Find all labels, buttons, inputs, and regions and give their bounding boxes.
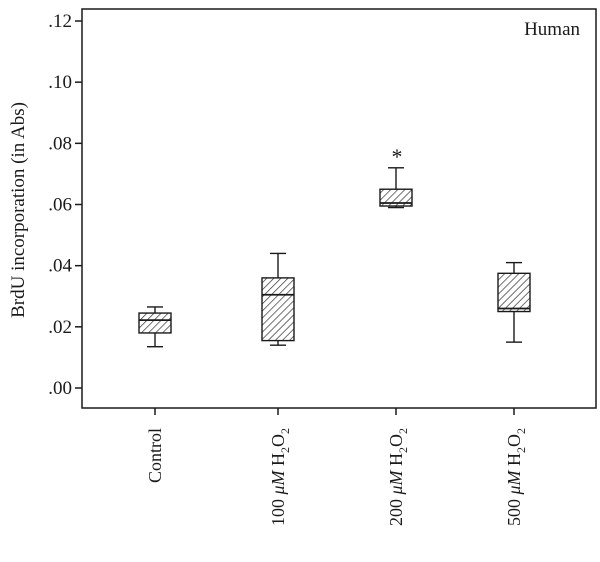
- y-tick-label: .12: [48, 11, 72, 32]
- unit-prefix: μM: [386, 469, 406, 495]
- category-label: 500 μM H2O2: [504, 428, 528, 526]
- species-label: Human: [524, 19, 580, 40]
- y-tick-label: .10: [48, 72, 72, 93]
- label-part: H: [504, 453, 524, 471]
- y-axis-label: BrdU incorporation (in Abs): [8, 102, 29, 318]
- y-tick-label: .08: [48, 133, 72, 154]
- subscript-digit: 2: [396, 447, 410, 453]
- subscript-digit: 2: [278, 447, 292, 453]
- label-part: 500: [504, 495, 524, 527]
- y-tick-label: .00: [48, 378, 72, 399]
- box-2: *: [379, 144, 413, 209]
- iqr-box: [138, 312, 172, 334]
- y-tick-label: .06: [48, 195, 72, 216]
- boxes: *: [138, 144, 531, 348]
- subscript-digit: 2: [514, 447, 528, 453]
- significance-marker: *: [392, 144, 403, 169]
- subscript-digit: 2: [278, 428, 292, 434]
- plot-frame: [81, 8, 597, 409]
- category-label: Control: [145, 428, 165, 483]
- iqr-box: [497, 272, 531, 313]
- label-part: 100: [268, 495, 288, 527]
- iqr-box: [379, 188, 413, 207]
- y-tick-label: .02: [48, 317, 72, 338]
- box-1: [261, 252, 295, 346]
- label-part: O: [268, 434, 288, 447]
- unit-prefix: μM: [268, 469, 288, 495]
- label-part: O: [386, 434, 406, 447]
- box-0: [138, 306, 172, 348]
- iqr-box: [261, 277, 295, 342]
- subscript-digit: 2: [514, 428, 528, 434]
- y-axis: .00 .02 .04 .06 .08 .10 .12: [48, 11, 82, 399]
- label-part: O: [504, 434, 524, 447]
- y-tick-label: .04: [48, 256, 72, 277]
- label-part: H: [268, 453, 288, 471]
- category-label: 200 μM H2O2: [386, 428, 410, 526]
- label-part: 200: [386, 495, 406, 527]
- category-label: 100 μM H2O2: [268, 428, 292, 526]
- box-3: [497, 261, 531, 343]
- subscript-digit: 2: [396, 428, 410, 434]
- unit-prefix: μM: [504, 469, 524, 495]
- label-part: H: [386, 453, 406, 471]
